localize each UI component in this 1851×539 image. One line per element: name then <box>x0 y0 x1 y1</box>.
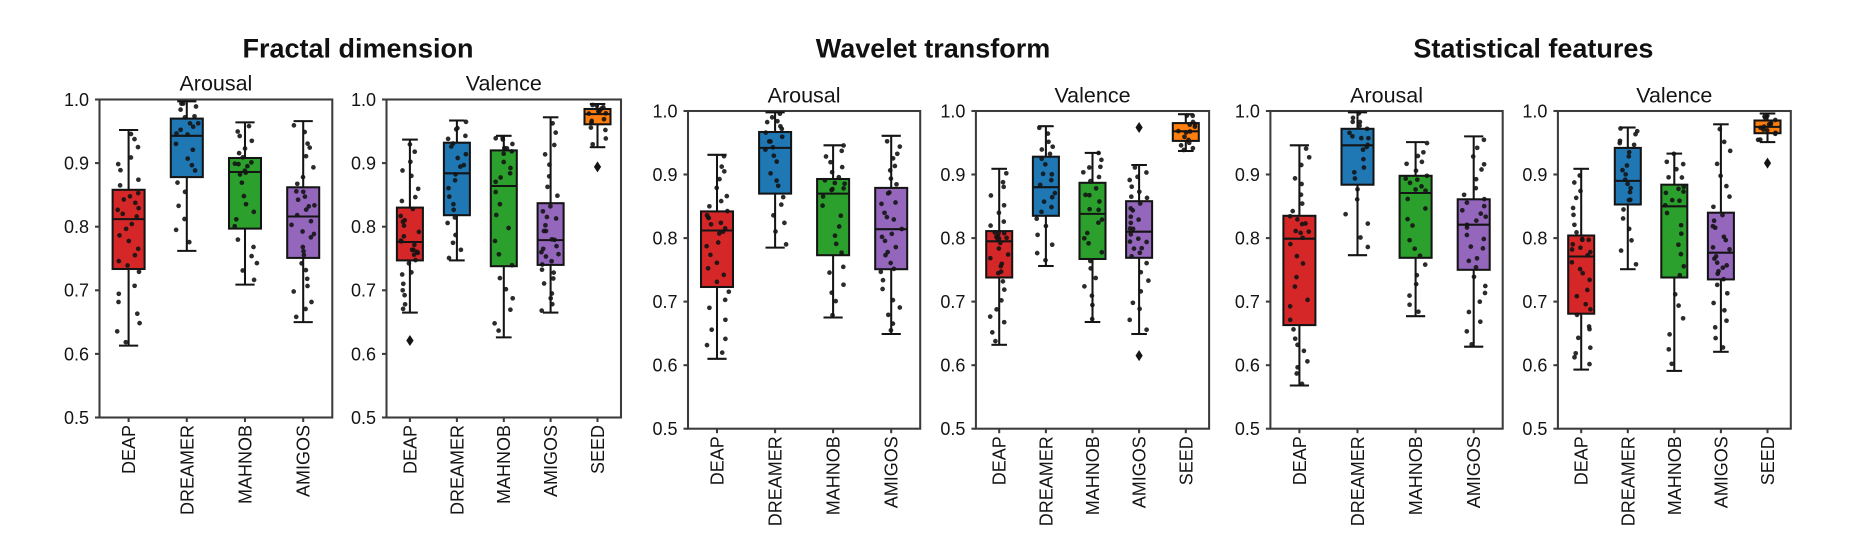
svg-text:0.5: 0.5 <box>351 408 376 428</box>
svg-text:0.5: 0.5 <box>940 419 965 439</box>
svg-text:0.7: 0.7 <box>652 292 677 312</box>
svg-text:1.0: 1.0 <box>652 101 677 121</box>
svg-text:0.8: 0.8 <box>652 229 677 249</box>
svg-text:0.9: 0.9 <box>1235 165 1260 185</box>
svg-text:0.7: 0.7 <box>1235 292 1260 312</box>
svg-text:Fractal dimension: Fractal dimension <box>242 34 473 64</box>
svg-text:0.5: 0.5 <box>652 419 677 439</box>
svg-text:0.9: 0.9 <box>652 165 677 185</box>
svg-text:0.8: 0.8 <box>64 217 89 237</box>
svg-text:DREAMER: DREAMER <box>1348 436 1368 526</box>
svg-text:0.9: 0.9 <box>64 154 89 174</box>
svg-text:0.6: 0.6 <box>1235 356 1260 376</box>
svg-text:1.0: 1.0 <box>64 90 89 110</box>
svg-text:AMIGOS: AMIGOS <box>882 436 902 508</box>
svg-text:1.0: 1.0 <box>1235 101 1260 121</box>
svg-text:MAHNOB: MAHNOB <box>1083 436 1103 515</box>
svg-text:Arousal: Arousal <box>768 84 841 108</box>
svg-text:AMIGOS: AMIGOS <box>541 425 561 497</box>
svg-text:DREAMER: DREAMER <box>766 436 786 526</box>
svg-text:1.0: 1.0 <box>1522 101 1547 121</box>
svg-text:0.8: 0.8 <box>1522 229 1547 249</box>
svg-text:DEAP: DEAP <box>119 425 139 474</box>
svg-text:Valence: Valence <box>1054 84 1130 108</box>
svg-text:0.5: 0.5 <box>1522 419 1547 439</box>
svg-text:0.8: 0.8 <box>940 229 965 249</box>
svg-text:MAHNOB: MAHNOB <box>824 436 844 515</box>
svg-text:AMIGOS: AMIGOS <box>1464 436 1484 508</box>
svg-text:Arousal: Arousal <box>179 72 252 96</box>
svg-text:1.0: 1.0 <box>940 101 965 121</box>
svg-text:0.6: 0.6 <box>940 356 965 376</box>
svg-text:0.6: 0.6 <box>652 356 677 376</box>
svg-text:0.9: 0.9 <box>1522 165 1547 185</box>
svg-text:AMIGOS: AMIGOS <box>294 425 314 497</box>
svg-text:0.6: 0.6 <box>351 344 376 364</box>
svg-text:Statistical features: Statistical features <box>1413 34 1653 64</box>
svg-text:DEAP: DEAP <box>990 436 1010 485</box>
svg-text:Valence: Valence <box>466 72 542 96</box>
svg-text:MAHNOB: MAHNOB <box>1665 436 1685 515</box>
svg-text:AMIGOS: AMIGOS <box>1130 436 1150 508</box>
svg-text:0.7: 0.7 <box>940 292 965 312</box>
svg-text:DEAP: DEAP <box>708 436 728 485</box>
svg-text:DEAP: DEAP <box>1572 436 1592 485</box>
svg-text:0.7: 0.7 <box>351 281 376 301</box>
svg-text:SEED: SEED <box>1176 436 1196 485</box>
svg-text:0.5: 0.5 <box>1235 419 1260 439</box>
svg-text:0.6: 0.6 <box>64 344 89 364</box>
svg-text:DEAP: DEAP <box>400 425 420 474</box>
svg-text:0.5: 0.5 <box>64 408 89 428</box>
svg-text:0.9: 0.9 <box>940 165 965 185</box>
svg-text:DREAMER: DREAMER <box>447 425 467 515</box>
svg-text:MAHNOB: MAHNOB <box>1406 436 1426 515</box>
svg-text:0.8: 0.8 <box>351 217 376 237</box>
svg-text:SEED: SEED <box>1758 436 1778 485</box>
svg-text:DREAMER: DREAMER <box>177 425 197 515</box>
svg-text:Wavelet transform: Wavelet transform <box>816 34 1051 64</box>
svg-text:DREAMER: DREAMER <box>1036 436 1056 526</box>
svg-text:0.9: 0.9 <box>351 154 376 174</box>
svg-text:MAHNOB: MAHNOB <box>494 425 514 504</box>
svg-text:MAHNOB: MAHNOB <box>236 425 256 504</box>
svg-text:1.0: 1.0 <box>351 90 376 110</box>
svg-text:DEAP: DEAP <box>1290 436 1310 485</box>
svg-text:SEED: SEED <box>588 425 608 474</box>
svg-text:0.6: 0.6 <box>1522 356 1547 376</box>
svg-text:0.8: 0.8 <box>1235 229 1260 249</box>
svg-text:0.7: 0.7 <box>64 281 89 301</box>
svg-text:DREAMER: DREAMER <box>1618 436 1638 526</box>
svg-text:0.7: 0.7 <box>1522 292 1547 312</box>
svg-text:AMIGOS: AMIGOS <box>1711 436 1731 508</box>
svg-text:Arousal: Arousal <box>1350 84 1423 108</box>
svg-text:Valence: Valence <box>1636 84 1712 108</box>
